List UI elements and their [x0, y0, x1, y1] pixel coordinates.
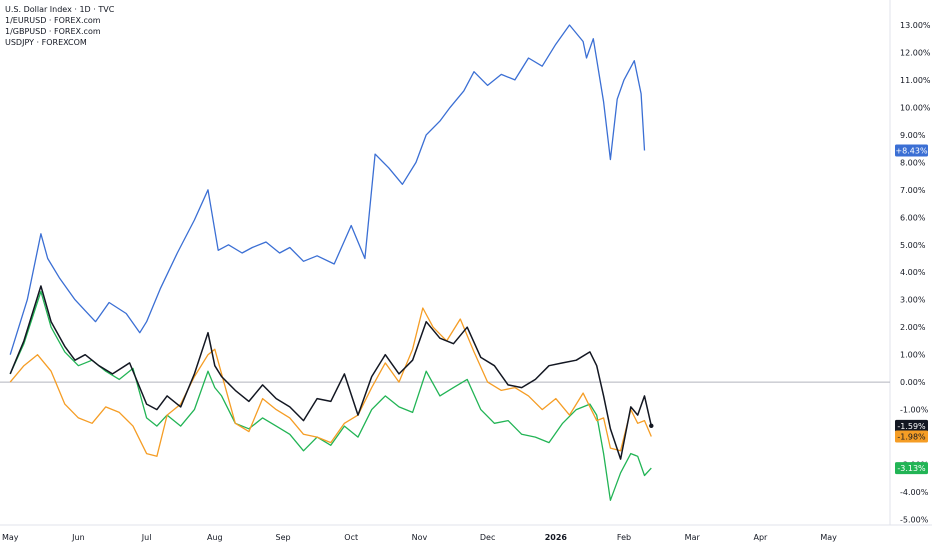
x-tick-label: Aug: [207, 533, 223, 542]
x-tick-label: Feb: [617, 533, 631, 542]
series-layer: [9, 24, 654, 501]
badge-value: -1.59%: [897, 422, 926, 431]
y-tick-label: -1.00%: [900, 406, 929, 415]
x-tick-label: Mar: [685, 533, 701, 542]
y-tick-label: 1.00%: [900, 351, 926, 360]
badge-background: [895, 430, 928, 443]
y-tick-label: 7.00%: [900, 186, 926, 195]
x-tick-label: Dec: [480, 533, 495, 542]
y-tick-label: 3.00%: [900, 296, 926, 305]
legend-title[interactable]: U.S. Dollar Index · 1D · TVC: [5, 5, 115, 14]
y-tick-label: -5.00%: [900, 516, 929, 525]
y-tick-label: 5.00%: [900, 241, 926, 250]
legend-item-usdjpy[interactable]: USDJPY · FOREXCOM: [5, 38, 87, 47]
eurusd-last-badge: -1.59%: [895, 419, 928, 432]
legend-item-gbpusd[interactable]: 1/GBPUSD · FOREX.com: [5, 27, 101, 36]
y-tick-label: 9.00%: [900, 131, 926, 140]
chart-legend: U.S. Dollar Index · 1D · TVC 1/EURUSD · …: [5, 4, 114, 48]
y-tick-label: 13.00%: [900, 21, 931, 30]
time-axis[interactable]: May Jun Jul Aug Sep Oct Nov Dec 2026 Feb Mar Apr May: [2, 533, 837, 542]
series-gbpusd-line[interactable]: [9, 307, 652, 457]
series-eurusd-line[interactable]: [9, 285, 653, 460]
dxy-last-badge: +8.43%: [895, 144, 928, 157]
gbpusd-last-badge: -1.98%: [895, 430, 928, 443]
last-value-badges: +8.43% -1.59% -1.98% -3.13%: [895, 144, 928, 475]
badge-background: [895, 144, 928, 157]
usdjpy-last-badge: -3.13%: [895, 462, 928, 475]
badge-background: [895, 462, 928, 475]
series-dxy-line[interactable]: [9, 24, 646, 355]
y-tick-label: 6.00%: [900, 213, 926, 222]
series-usdjpy-line[interactable]: [9, 290, 652, 501]
x-tick-label: Jul: [141, 533, 152, 542]
y-tick-label: 12.00%: [900, 48, 931, 57]
y-tick-label: 11.00%: [900, 76, 931, 85]
last-point-marker: [649, 423, 654, 429]
x-tick-label: Sep: [275, 533, 290, 542]
legend-item-eurusd[interactable]: 1/EURUSD · FOREX.com: [5, 16, 101, 25]
y-tick-label: 0.00%: [900, 378, 926, 387]
x-tick-label: Oct: [344, 533, 358, 542]
x-tick-label: 2026: [545, 533, 568, 542]
badge-background: [895, 419, 928, 432]
x-tick-label: Apr: [753, 533, 768, 542]
y-tick-label: 4.00%: [900, 268, 926, 277]
x-tick-label: Jun: [71, 533, 85, 542]
badge-value: -1.98%: [897, 433, 926, 442]
y-tick-label: 10.00%: [900, 103, 931, 112]
y-tick-label: 2.00%: [900, 323, 926, 332]
y-tick-label: 8.00%: [900, 158, 926, 167]
y-tick-label: -4.00%: [900, 488, 929, 497]
badge-value: +8.43%: [895, 147, 928, 156]
badge-value: -3.13%: [897, 464, 926, 473]
x-tick-label: Nov: [412, 533, 428, 542]
x-tick-label: May: [2, 533, 19, 542]
x-tick-label: May: [820, 533, 837, 542]
